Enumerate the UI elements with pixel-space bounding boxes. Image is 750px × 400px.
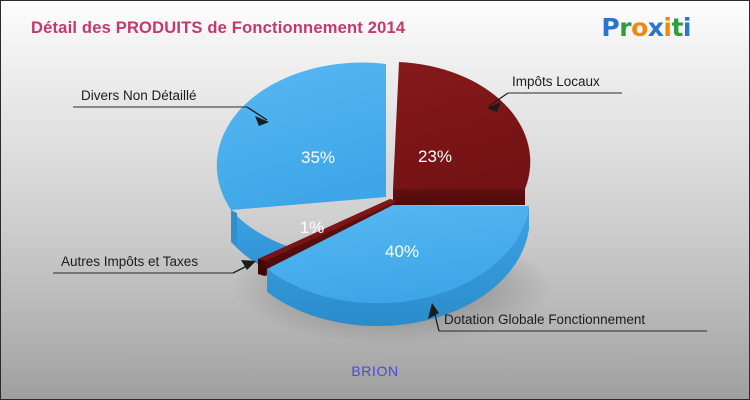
callout-impots-locaux[interactable]: Impôts Locaux — [487, 74, 622, 112]
slice-value-autres-impots-et-taxes: 1% — [300, 218, 325, 237]
callout-arrow-icon-dotation — [428, 303, 439, 319]
slice-top-dotation-globale-fonctionnement — [267, 205, 529, 304]
callout-arrow-icon-impots — [487, 102, 501, 112]
callout-dotation-globale-fonctionnement[interactable]: Dotation Globale Fonctionnement — [428, 303, 707, 332]
logo-letter-0: P — [601, 13, 620, 42]
callout-arrow-icon-autres — [241, 260, 256, 270]
callout-autres-impots-et-taxes[interactable]: Autres Impôts et Taxes — [53, 254, 256, 274]
logo-letter-5: t — [671, 13, 683, 42]
slice-side-impots-locaux — [393, 189, 525, 205]
slice-top-autres-impots-et-taxes — [258, 199, 397, 261]
slice-value-divers-non-detaille: 35% — [301, 148, 335, 167]
callout-label-dotation-globale: Dotation Globale Fonctionnement — [444, 312, 645, 327]
logo-letter-4: i — [663, 13, 672, 42]
callout-label-autres-impots: Autres Impôts et Taxes — [61, 254, 198, 269]
logo-letter-2: o — [631, 13, 648, 42]
slice-side-dotation-globale — [267, 206, 529, 327]
slice-value-dotation-globale-fonctionnement: 40% — [385, 242, 419, 261]
callout-leader-divers — [246, 106, 268, 121]
callout-divers-non-detaille[interactable]: Divers Non Détaillé — [73, 88, 269, 126]
logo-letter-3: x — [647, 13, 664, 42]
slice-side-divers-edge — [231, 210, 237, 245]
slice-side-autres-impots-cap — [258, 259, 265, 276]
slice-top-impots-locaux — [393, 62, 531, 189]
callout-label-impots-locaux: Impôts Locaux — [512, 74, 600, 89]
logo-letter-1: r — [619, 13, 632, 42]
proxiti-logo[interactable]: Proxiti — [601, 13, 691, 42]
callout-label-divers-non-detaille: Divers Non Détaillé — [81, 88, 197, 103]
slice-top-divers-non-detaille — [216, 62, 386, 210]
callout-leader-impots — [488, 92, 509, 107]
logo-letter-6: i — [682, 13, 692, 42]
callout-arrow-icon-divers — [255, 116, 269, 126]
commune-name: BRION — [351, 363, 399, 379]
slice-value-impots-locaux: 23% — [418, 147, 452, 166]
page-title: Détail des PRODUITS de Fonctionnement 20… — [31, 19, 406, 37]
